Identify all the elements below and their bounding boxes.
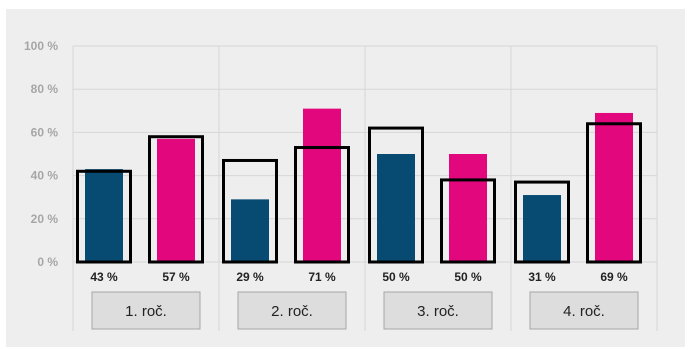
pink-bar [157, 138, 195, 262]
data-label: 57 % [162, 270, 190, 284]
y-tick-label: 20 % [31, 212, 59, 226]
category-label: 2. roč. [271, 303, 313, 320]
y-tick-label: 40 % [31, 169, 59, 183]
category-box [237, 291, 347, 330]
outline-bar [514, 180, 570, 264]
data-label: 50 % [382, 270, 410, 284]
outline-bar [440, 178, 496, 264]
blue-bar [377, 154, 415, 262]
y-axis-labels: 0 % 20 % 40 % 60 % 80 % 100 % [24, 39, 58, 269]
category-box [529, 291, 639, 330]
y-tick-label: 100 % [24, 39, 58, 53]
pink-bar [303, 108, 341, 262]
outline-bar [368, 126, 424, 264]
blue-bar [85, 169, 123, 262]
outline-bar [76, 169, 132, 264]
data-label: 31 % [528, 270, 556, 284]
data-label: 29 % [236, 270, 264, 284]
pink-bar [449, 154, 487, 262]
category-label: 4. roč. [563, 303, 605, 320]
data-label: 43 % [90, 270, 118, 284]
category-box [91, 291, 201, 330]
outline-marks [76, 122, 642, 264]
outline-bar [294, 146, 350, 264]
pink-bar [595, 112, 633, 263]
category-label: 1. roč. [125, 303, 167, 320]
y-tick-label: 60 % [31, 125, 59, 139]
data-label: 71 % [308, 270, 336, 284]
bar-marks [85, 108, 633, 263]
outline-bar [586, 122, 642, 264]
vertical-separators [72, 46, 658, 331]
category-box [383, 291, 493, 330]
data-labels: 43 % 57 % 29 % 71 % 50 % 50 % 31 % 69 % [90, 270, 628, 284]
blue-bar [231, 199, 269, 262]
category-labels: 1. roč. 2. roč. 3. roč. 4. roč. [91, 291, 639, 330]
y-tick-label: 0 % [37, 255, 58, 269]
outline-bar [148, 135, 204, 264]
data-label: 69 % [600, 270, 628, 284]
outline-bar [222, 158, 278, 264]
blue-bar [523, 195, 561, 262]
y-tick-label: 80 % [31, 82, 59, 96]
category-label: 3. roč. [417, 303, 459, 320]
data-label: 50 % [454, 270, 482, 284]
